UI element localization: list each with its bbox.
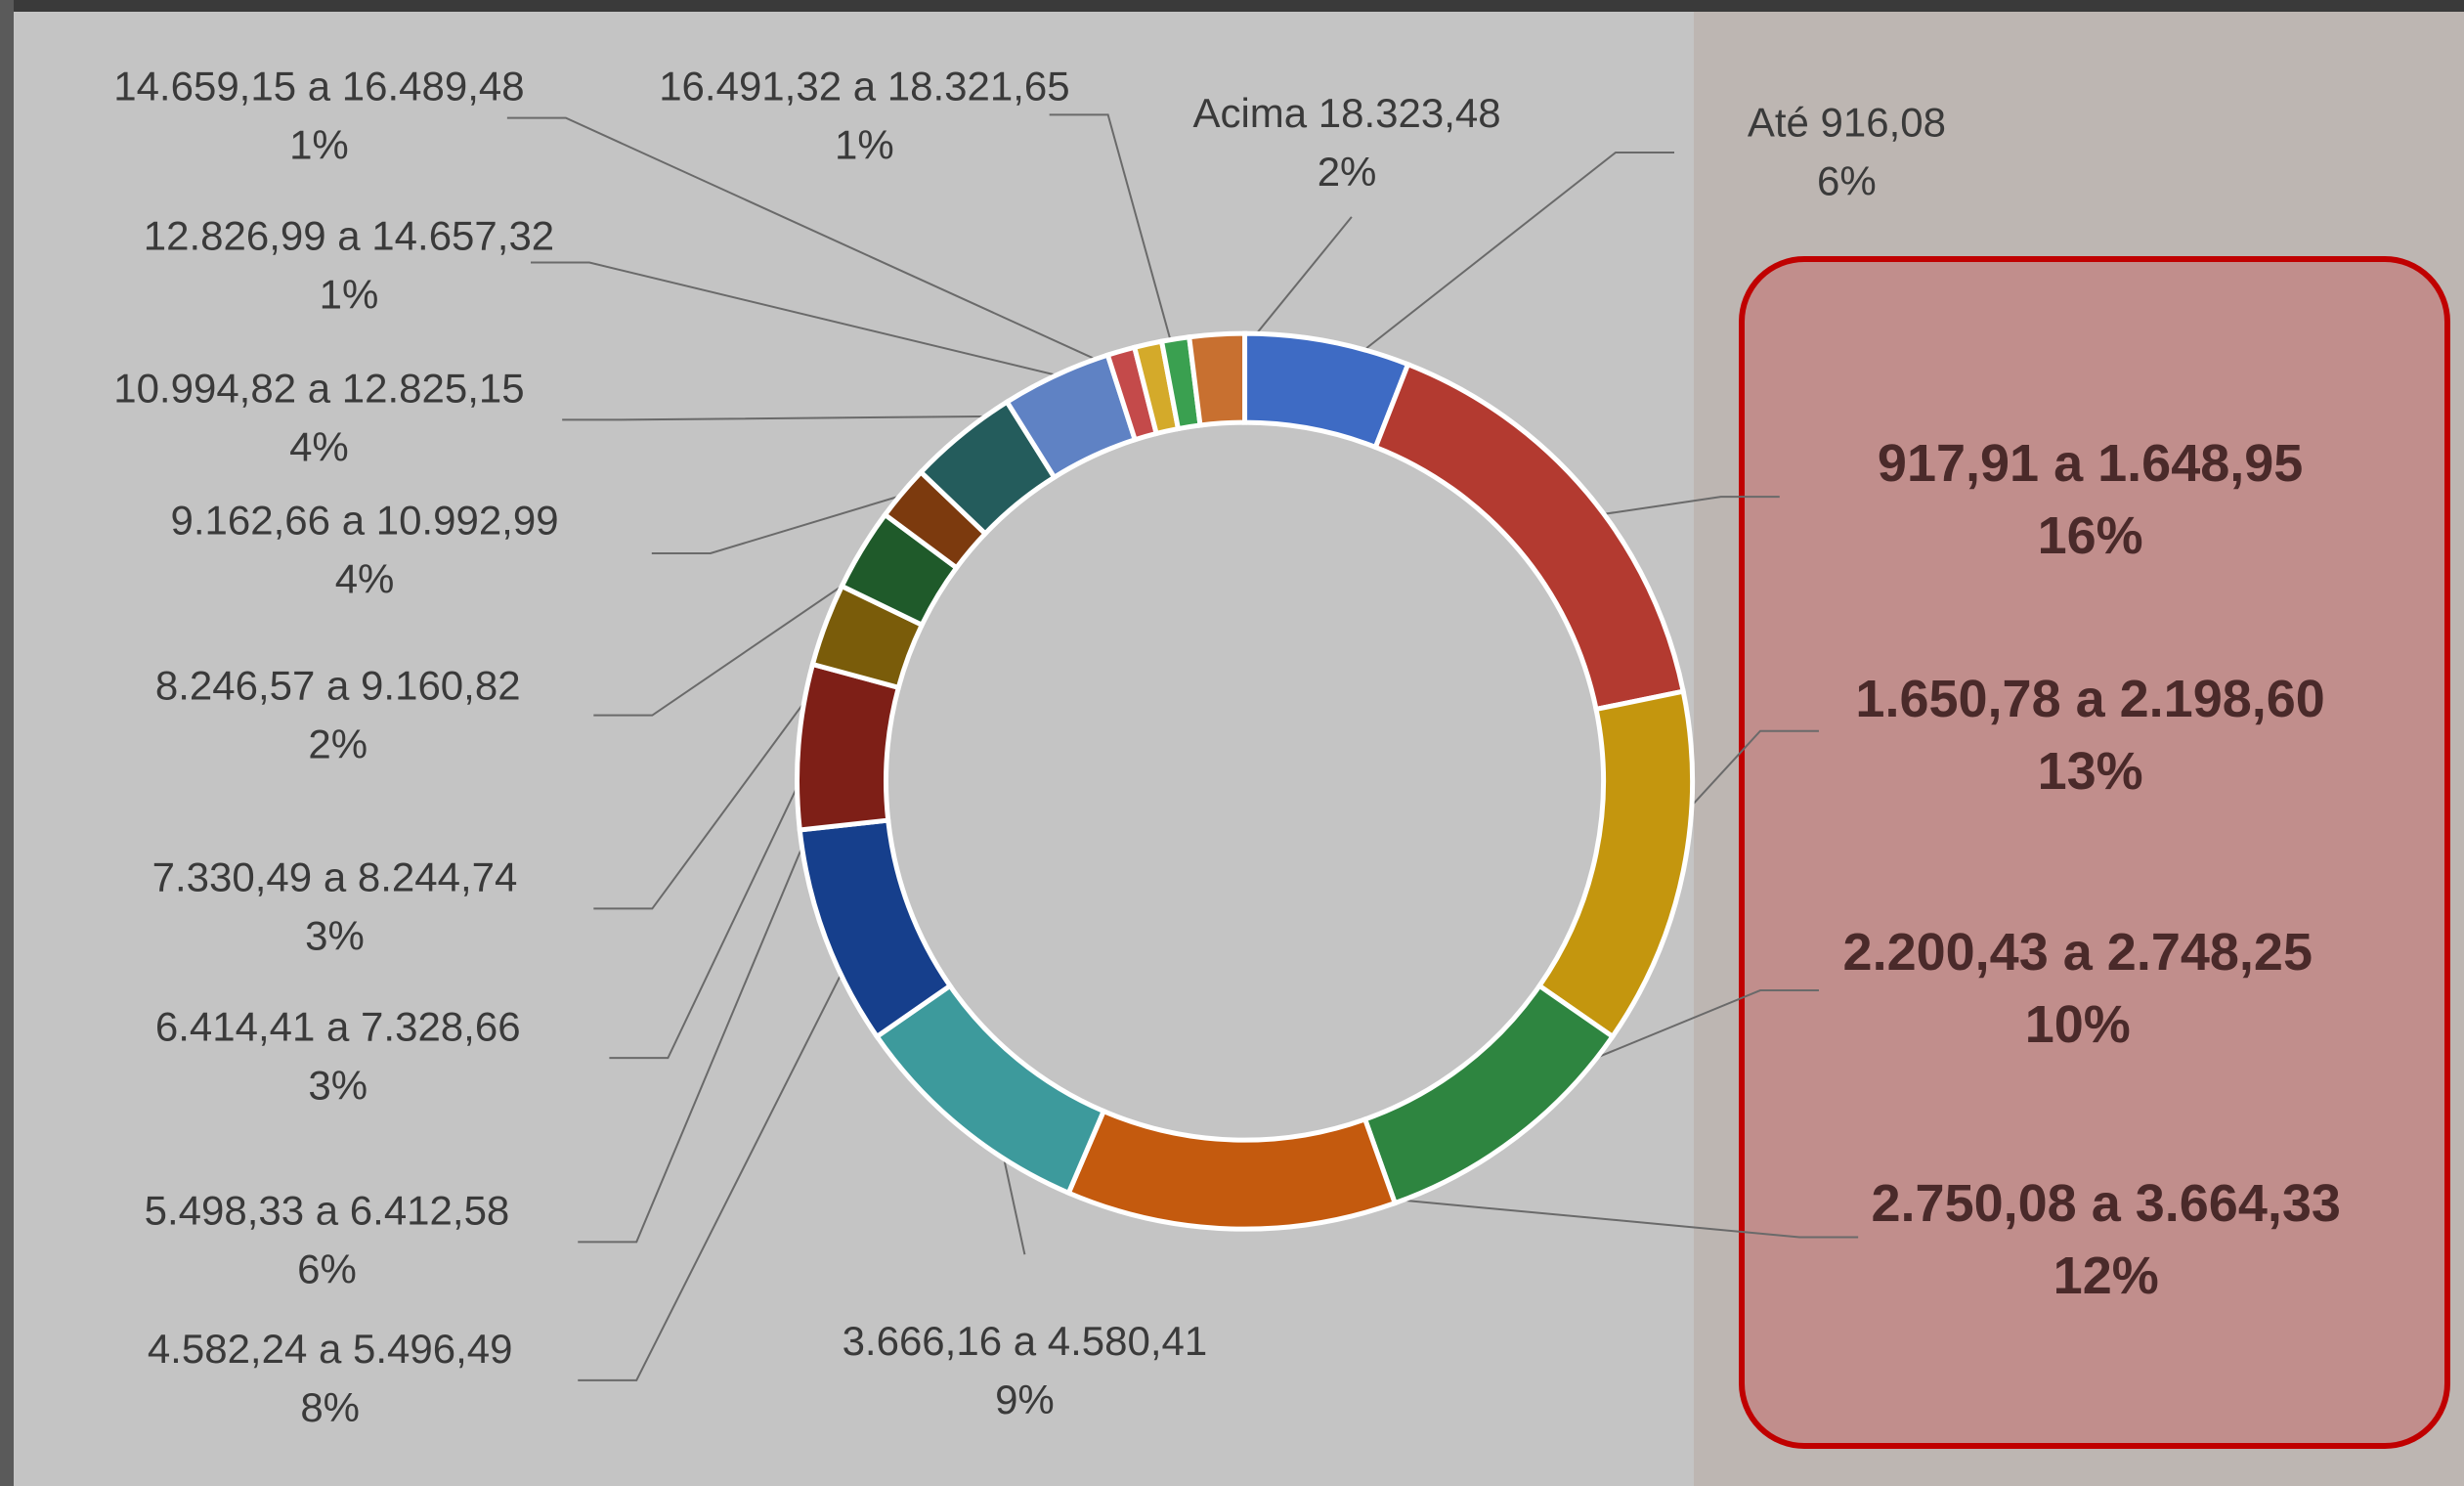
leader-line — [1049, 113, 1184, 383]
segment-value-label: 9% — [995, 1377, 1055, 1422]
segment-value-label: 1% — [289, 122, 349, 168]
segment-label: 1.650,78 a 2.198,60 — [1855, 670, 2324, 728]
leader-line — [531, 261, 1134, 395]
segment-value-label: 1% — [320, 272, 379, 318]
segment-value-label: 6% — [1817, 158, 1877, 204]
segment-label: Acima 18.323,48 — [1192, 90, 1500, 136]
segment-label: 12.826,99 a 14.657,32 — [144, 213, 554, 259]
segment-value-label: 10% — [2025, 995, 2131, 1054]
donut-segment — [1186, 330, 1248, 428]
segment-value-label: 2% — [1318, 149, 1377, 195]
segment-label: 4.582,24 a 5.496,49 — [148, 1326, 513, 1372]
segment-label: Até 916,08 — [1748, 100, 1946, 146]
leader-line — [1552, 496, 1780, 523]
donut-segment — [795, 661, 902, 833]
segment-label: 14.659,15 a 16.489,48 — [113, 64, 524, 109]
leader-line — [1318, 151, 1675, 386]
segment-value-label: 16% — [2038, 506, 2143, 565]
segment-label: 7.330,49 a 8.244,74 — [152, 854, 518, 900]
segment-label: 917,91 a 1.648,95 — [1878, 434, 2303, 493]
segment-value-label: 2% — [308, 721, 367, 766]
segment-label: 6.414,41 a 7.328,66 — [155, 1003, 521, 1049]
left-border — [0, 0, 14, 1486]
segment-label: 2.200,43 a 2.748,25 — [1843, 923, 2313, 982]
segment-value-label: 13% — [2038, 742, 2143, 801]
segment-label: 8.246,57 a 9.160,82 — [155, 662, 521, 708]
leader-line — [1232, 1183, 1859, 1239]
segment-value-label: 3% — [308, 1062, 367, 1108]
leader-line — [578, 749, 844, 1244]
leader-line — [506, 116, 1158, 389]
leader-line — [562, 415, 1075, 421]
segment-label: 2.750,08 a 3.664,33 — [1872, 1174, 2341, 1233]
segment-value-label: 1% — [835, 122, 894, 168]
top-border — [0, 0, 2464, 12]
segment-label: 5.498,33 a 6.412,58 — [145, 1187, 510, 1233]
segment-value-label: 8% — [300, 1384, 360, 1430]
segment-label: 9.162,66 a 10.992,99 — [171, 498, 559, 544]
segment-label: 10.994,82 a 12.825,15 — [113, 365, 524, 411]
highlight-box — [1739, 256, 2450, 1449]
leader-line — [578, 922, 869, 1381]
shelf-background — [1694, 0, 2464, 1486]
segment-value-label: 4% — [335, 556, 395, 602]
segment-value-label: 4% — [289, 423, 349, 469]
segment-value-label: 12% — [2053, 1246, 2159, 1305]
segment-label: 16.491,32 a 18.321,65 — [659, 64, 1069, 109]
segment-value-label: 3% — [305, 913, 365, 959]
segment-value-label: 6% — [297, 1246, 357, 1291]
segment-label: 3.666,16 a 4.580,41 — [843, 1318, 1208, 1364]
